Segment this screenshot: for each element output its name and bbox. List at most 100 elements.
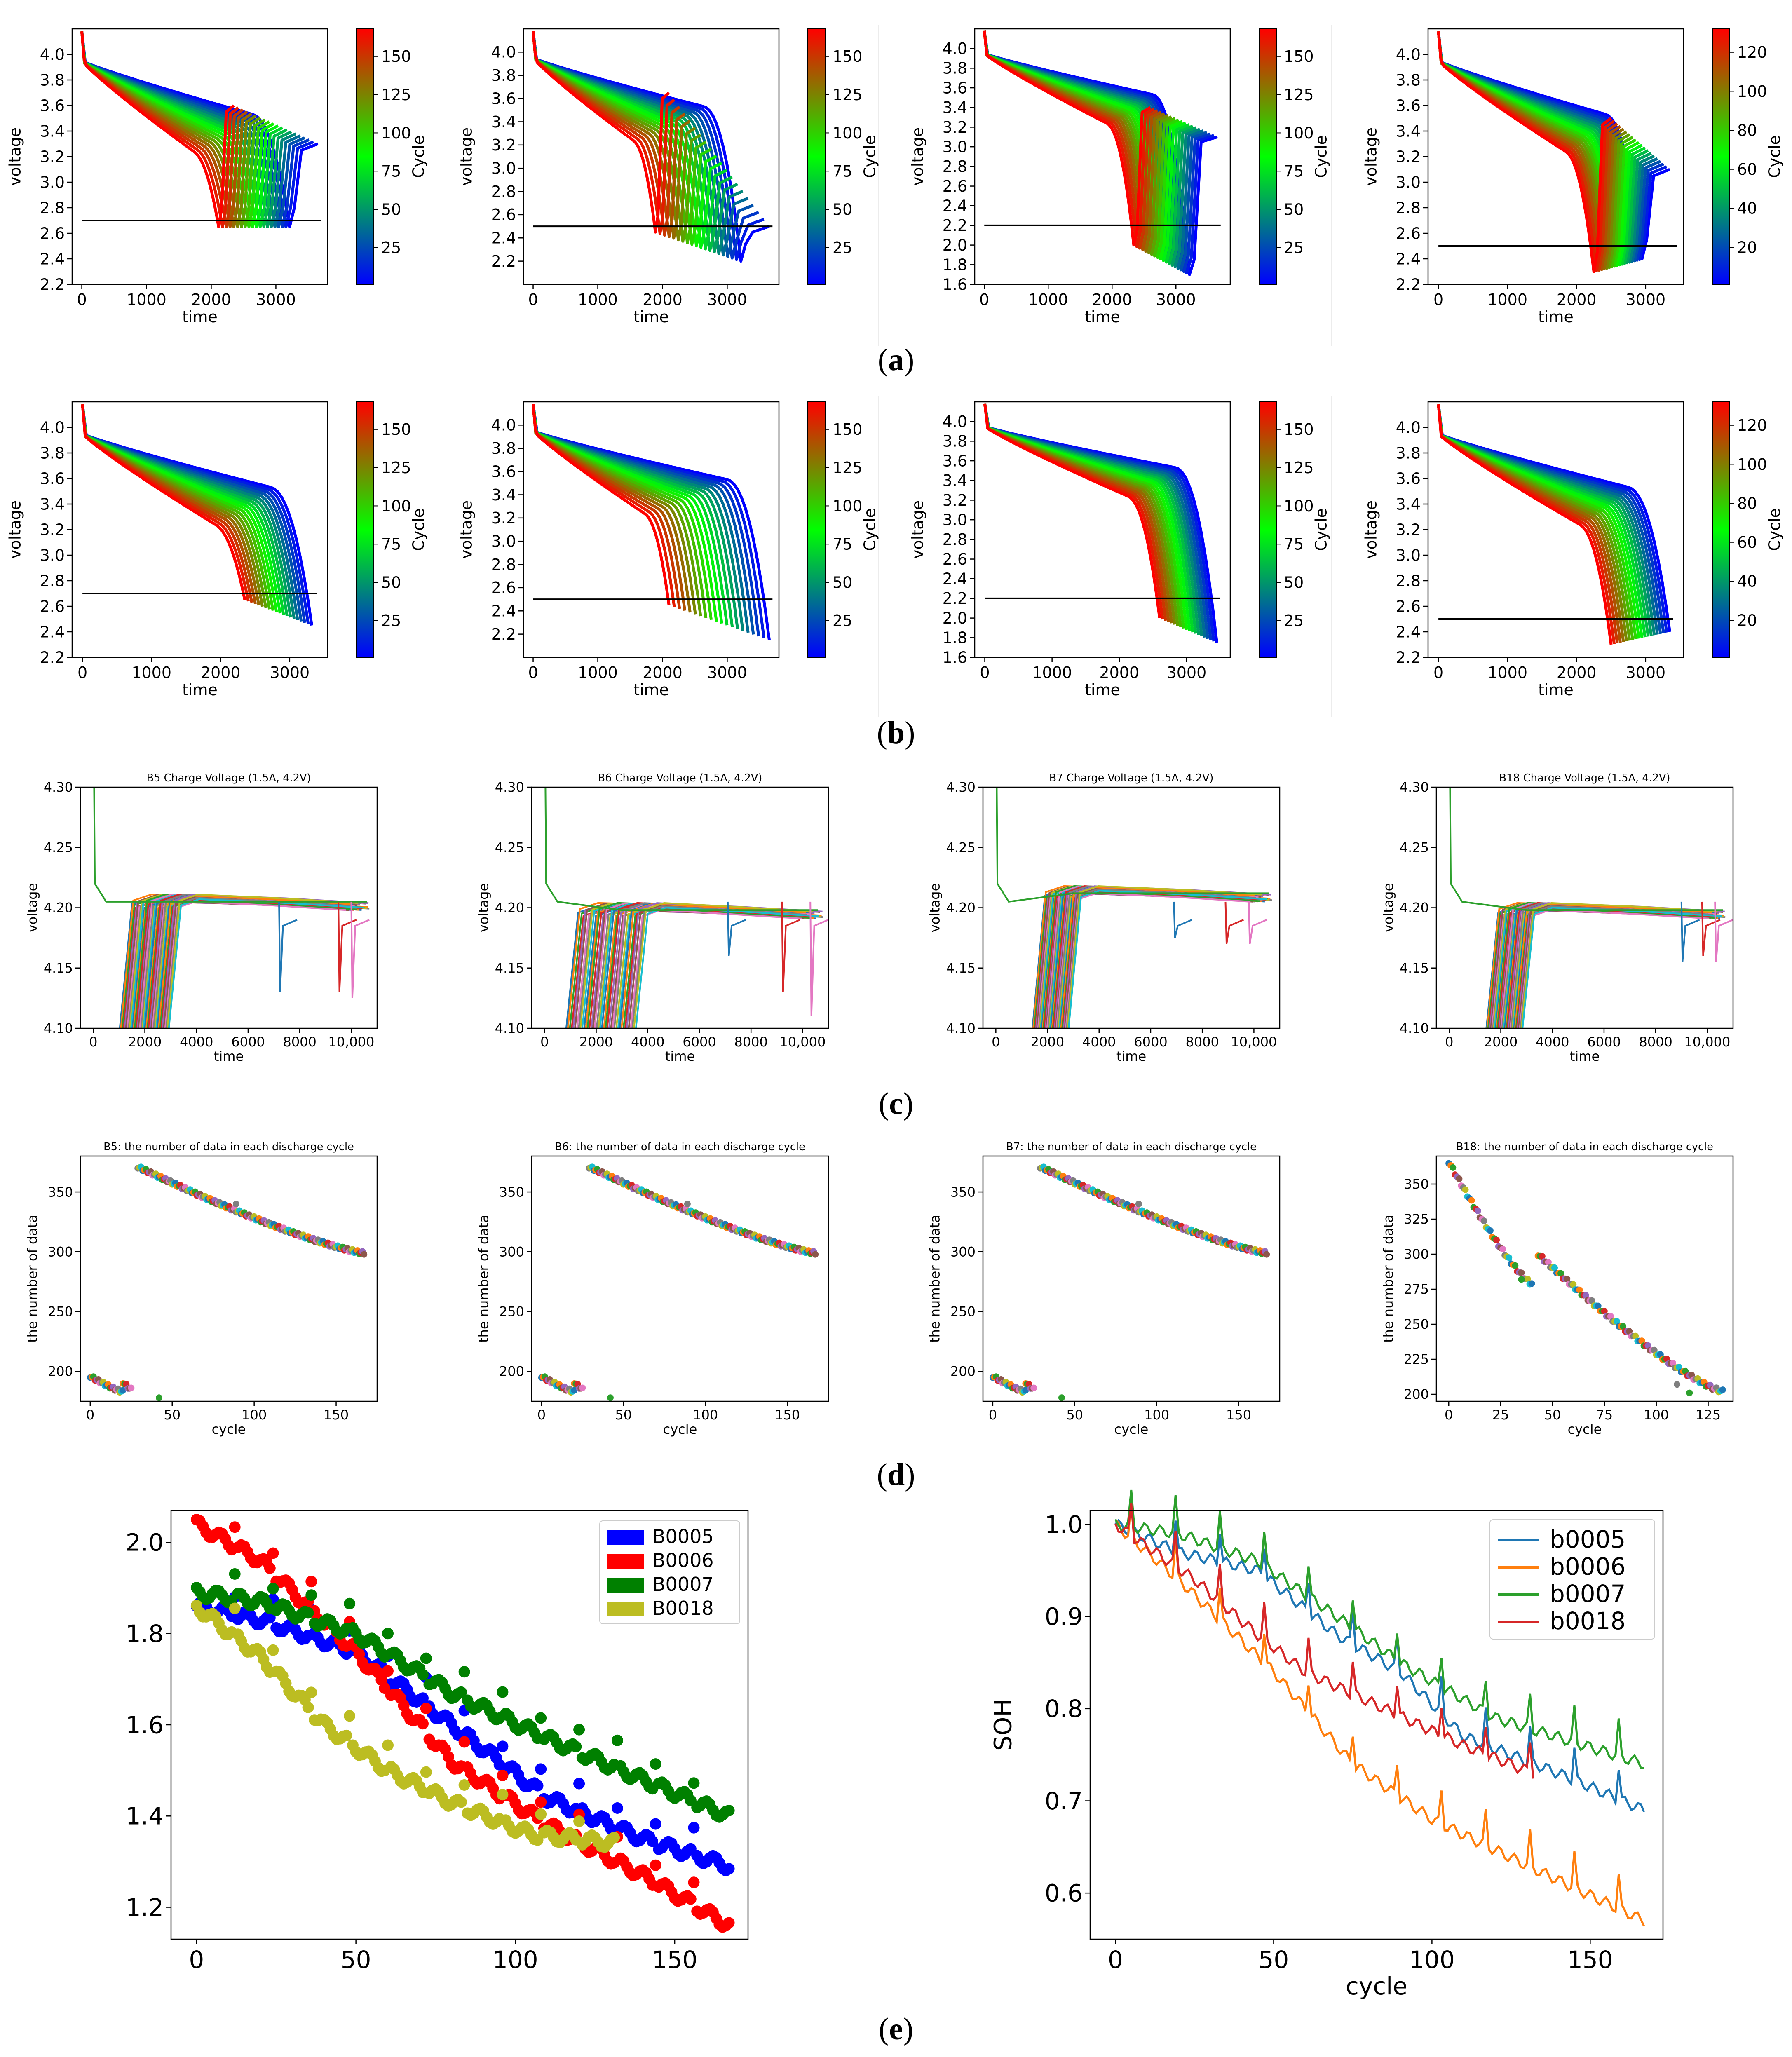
colorbar-tick-label: 40: [1737, 199, 1757, 218]
charge-curve: [1522, 907, 1722, 1028]
y-tick-label: 250: [499, 1304, 524, 1320]
discharge-curve: [532, 404, 671, 605]
y-tick-label: 350: [48, 1184, 73, 1200]
colorbar-tick-label: 50: [833, 200, 852, 218]
y-tick-label: 4.20: [44, 900, 73, 916]
y-tick-label: 4.10: [495, 1020, 524, 1036]
colorbar-tick-label: 150: [381, 47, 411, 66]
colorbar-tick-label: 20: [1737, 238, 1757, 256]
y-tick-label: 3.8: [1396, 444, 1421, 462]
y-tick-label: 3.0: [943, 138, 967, 156]
y-tick-label: 2.6: [40, 224, 65, 242]
x-tick-label: 8000: [283, 1034, 316, 1050]
x-tick-label: 150: [324, 1407, 349, 1423]
axes-b1: 0 1000 2000 3000 2.2 2.4 2.6 2.8 3.0 3.2 3.4 3.6 3.8…: [6, 401, 328, 699]
y-tick-label: 3.0: [491, 159, 516, 177]
colorbar-tick-label: 100: [1284, 124, 1314, 142]
colorbar-a4: 20 40 60 80 100 120 Cycle: [1712, 28, 1784, 285]
panel-separator: [878, 396, 879, 717]
curves-b1: [81, 404, 313, 626]
curves-a4: [1437, 31, 1670, 273]
y-tick-label: 3.2: [943, 118, 967, 136]
y-tick-label: 350: [499, 1184, 524, 1200]
x-tick-label: 3000: [1625, 664, 1665, 682]
data-count-point: [1030, 1384, 1037, 1391]
colorbar-a3: 25 50 75 100 125 150 Cycle: [1259, 28, 1330, 285]
y-tick-label: 3.4: [40, 495, 65, 513]
axes-a1: 0 1000 2000 3000 2.2 2.4 2.6 2.8 3.0 3.2 3.4 3.6 3.8…: [6, 28, 328, 326]
x-tick-label: 4000: [1082, 1034, 1116, 1050]
x-tick-label: 10,000: [779, 1034, 826, 1050]
x-tick-label: 50: [1259, 1946, 1289, 1974]
y-tick-label: 3.8: [491, 66, 516, 84]
y-tick-label: 3.6: [40, 96, 65, 115]
charge-dropout: [1248, 901, 1267, 944]
colorbar-tick-label: 125: [833, 459, 863, 477]
colorbar-tick-label: 150: [1284, 47, 1314, 66]
y-tick-label: 3.8: [943, 432, 967, 450]
colorbar-tick-label: 125: [1284, 86, 1314, 104]
charge-curve: [633, 902, 813, 1028]
x-axis-label: time: [1538, 308, 1574, 326]
x-axis-label: time: [633, 308, 669, 326]
x-tick-label: 3000: [707, 664, 747, 682]
caption-b: (b): [877, 715, 915, 750]
y-tick-label: 250: [48, 1304, 73, 1320]
colorbar-tick-label: 50: [381, 200, 401, 218]
y-tick-label: 2.4: [491, 229, 516, 247]
x-tick-label: 150: [1567, 1946, 1613, 1974]
y-tick-label: 3.2: [40, 148, 65, 166]
axes-c4: 0 2000 4000 6000 8000 10,000 4.10 4.15 4.20 4.25 4…: [1380, 772, 1734, 1064]
charge-curve: [1520, 902, 1718, 1028]
colorbar-bar: [1712, 401, 1730, 658]
y-tick-label: 3.2: [40, 521, 65, 539]
y-tick-label: 3.6: [491, 89, 516, 108]
x-tick-label: 0: [980, 664, 990, 682]
panel-separator: [1331, 396, 1332, 717]
charge-curve: [168, 898, 364, 1028]
x-tick-label: 1000: [1487, 664, 1527, 682]
x-axis-label: time: [1116, 1048, 1146, 1064]
colorbar-tick-label: 125: [1284, 459, 1314, 477]
y-tick-label: 4.0: [1396, 45, 1421, 63]
y-tick-label: 4.20: [946, 900, 976, 916]
y-tick-label: 2.8: [943, 157, 967, 176]
y-tick-label: 0.9: [1045, 1603, 1083, 1631]
x-tick-label: 2000: [643, 291, 683, 309]
charge-curve: [165, 897, 352, 1028]
y-tick-label: 4.10: [1400, 1020, 1429, 1036]
colorbar-tick-label: 125: [381, 459, 411, 477]
y-axis-label: voltage: [24, 883, 40, 933]
y-axis-label: SOH: [989, 1699, 1017, 1751]
outlier-point: [607, 1394, 614, 1401]
axes-b4: 0 1000 2000 3000 2.2 2.4 2.6 2.8 3.0 3.2 3.4 3.6 3.8…: [1362, 401, 1684, 699]
x-tick-label: 0: [1433, 664, 1443, 682]
y-tick-label: 3.6: [943, 452, 967, 470]
colorbar-bar: [807, 401, 826, 658]
y-tick-label: 3.2: [943, 491, 967, 509]
colorbar-label: Cycle: [1312, 508, 1330, 551]
curves-a1: [80, 31, 319, 228]
y-tick-label: 300: [48, 1244, 73, 1260]
x-tick-label: 0: [77, 664, 87, 682]
y-tick-label: 3.0: [1396, 173, 1421, 191]
axes-frame: [974, 401, 1231, 658]
y-tick-label: 4.25: [1400, 840, 1429, 855]
colorbar-label: Cycle: [861, 508, 879, 551]
axes-a3: 0 1000 2000 3000 1.61.8 2.02.22.4 2.62.83.0 3.2…: [909, 28, 1231, 326]
y-tick-label: 4.30: [1400, 779, 1429, 795]
x-tick-label: 10,000: [1231, 1034, 1277, 1050]
y-axis-label: voltage: [909, 500, 927, 559]
axes-a4: 0 1000 2000 3000 2.2 2.4 2.6 2.8 3.0 3.2 3.4 3.6 3.8…: [1362, 28, 1684, 326]
x-tick-label: 2000: [1557, 664, 1597, 682]
curves-b2: [532, 404, 771, 640]
x-tick-label: 0: [540, 1034, 549, 1050]
caption-d: (d): [877, 1457, 915, 1492]
y-tick-label: 3.4: [1396, 495, 1421, 513]
x-tick-label: 2000: [1484, 1034, 1518, 1050]
axes-frame: [531, 1155, 829, 1402]
